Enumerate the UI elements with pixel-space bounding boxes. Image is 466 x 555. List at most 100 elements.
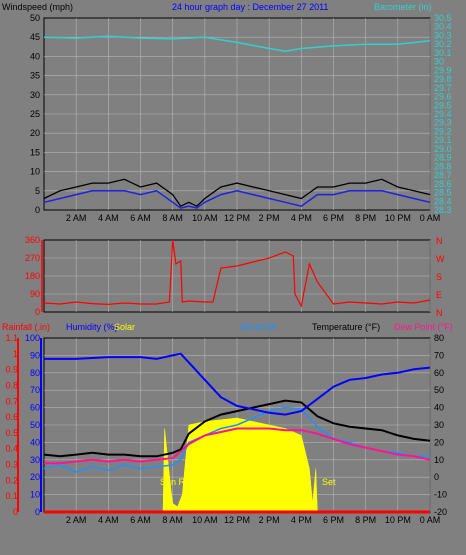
- temperature-tick-label: -20: [434, 507, 447, 517]
- compass-tick-label: N: [436, 308, 443, 318]
- hour-tick-label: 4 PM: [291, 213, 312, 223]
- barometer-tick-label: 29.9: [434, 65, 452, 75]
- windspeed-tick-label: 10: [30, 167, 40, 177]
- temperature-tick-label: 80: [434, 333, 444, 343]
- hour-tick-label: 6 PM: [323, 213, 344, 223]
- hour-tick-label: 12 PM: [224, 213, 250, 223]
- humidity-tick-label: 0: [35, 507, 40, 517]
- rainfall-tick-label: 0.3: [5, 460, 18, 470]
- rainfall-tick-label: 1: [13, 349, 18, 359]
- humidity-tick-label: 30: [30, 455, 40, 465]
- humidity-label: Humidity (%): [66, 322, 118, 332]
- humidity-tick-label: 10: [30, 490, 40, 500]
- sunrise-annotation: Sun Rise: [160, 477, 197, 487]
- hour-tick-label: 10 AM: [192, 515, 218, 525]
- barometer-tick-label: 28.4: [434, 196, 452, 206]
- barometer-tick-label: 29.7: [434, 83, 452, 93]
- temperature-tick-label: 50: [434, 385, 444, 395]
- windspeed-tick-label: 5: [35, 186, 40, 196]
- barometer-tick-label: 28.8: [434, 161, 452, 171]
- rainfall-tick-label: 0.8: [5, 380, 18, 390]
- hour-tick-label: 10 PM: [385, 213, 411, 223]
- windspeed-tick-label: 40: [30, 51, 40, 61]
- compass-tick-label: E: [436, 290, 442, 300]
- direction-tick-label: 270: [25, 253, 40, 263]
- hour-tick-label: 6 AM: [130, 213, 151, 223]
- humidity-tick-label: 90: [30, 350, 40, 360]
- hour-tick-label: 8 AM: [162, 213, 183, 223]
- barometer-tick-label: 29.1: [434, 135, 452, 145]
- humidity-line: [44, 352, 431, 416]
- compass-tick-label: N: [436, 236, 443, 246]
- windchill-label: Windchill: [240, 322, 276, 332]
- direction-tick-label: 180: [25, 271, 40, 281]
- barometer-tick-label: 30.4: [434, 22, 452, 32]
- solar-label: Solar: [114, 322, 135, 332]
- humidity-tick-label: 70: [30, 385, 40, 395]
- hour-tick-label: 8 PM: [355, 515, 376, 525]
- hour-tick-label: 2 PM: [259, 515, 280, 525]
- temperature-tick-label: 30: [434, 420, 444, 430]
- hour-tick-label: 10 AM: [192, 213, 218, 223]
- hour-tick-label: 6 AM: [130, 515, 151, 525]
- rainfall-tick-label: 0.5: [5, 428, 18, 438]
- temperature-tick-label: 10: [434, 455, 444, 465]
- humidity-tick-label: 80: [30, 368, 40, 378]
- windspeed-tick-label: 15: [30, 147, 40, 157]
- temperature-tick-label: 70: [434, 350, 444, 360]
- temperature-tick-label: 40: [434, 403, 444, 413]
- barometer-tick-label: 30.1: [434, 48, 452, 58]
- barometer-tick-label: 29.2: [434, 126, 452, 136]
- barometer-line: [43, 35, 431, 52]
- rainfall-label: Rainfall (.in): [2, 322, 50, 332]
- hour-tick-label: 4 PM: [291, 515, 312, 525]
- hour-tick-label: 10 PM: [385, 515, 411, 525]
- temperature-line: [43, 399, 431, 458]
- compass-tick-label: W: [436, 254, 445, 264]
- windspeed-tick-label: 30: [30, 90, 40, 100]
- windspeed-tick-label: 50: [30, 13, 40, 23]
- barometer-tick-label: 29.0: [434, 144, 452, 154]
- hour-tick-label: 12 PM: [224, 515, 250, 525]
- windspeed-tick-label: 0: [35, 205, 40, 215]
- graph-title: 24 hour graph day : December 27 2011: [172, 2, 328, 12]
- humidity-tick-label: 20: [30, 472, 40, 482]
- barometer-tick-label: 29.4: [434, 109, 452, 119]
- barometer-tick-label: 30.2: [434, 39, 452, 49]
- hour-tick-label: 2 PM: [259, 213, 280, 223]
- hour-tick-label: 8 AM: [162, 515, 183, 525]
- dewpoint-line: [44, 427, 431, 465]
- barometer-tick-label: 28.7: [434, 170, 452, 180]
- temperature-label: Temperature (°F): [312, 322, 380, 332]
- hour-tick-label: 6 PM: [323, 515, 344, 525]
- temperature-tick-label: -10: [434, 490, 447, 500]
- wind-avg-line: [43, 189, 431, 209]
- rainfall-tick-label: 0.1: [5, 491, 18, 501]
- humidity-tick-label: 50: [30, 420, 40, 430]
- hour-tick-label: 0 AM: [420, 515, 441, 525]
- barometer-tick-label: 29.5: [434, 100, 452, 110]
- windspeed-line: [43, 178, 431, 208]
- windspeed-label: Windspeed (mph): [2, 2, 73, 12]
- rainfall-tick-label: 0.9: [5, 365, 18, 375]
- barometer-tick-label: 29.6: [434, 92, 452, 102]
- dewpoint-label: Dew Point (°F): [394, 322, 453, 332]
- barometer-tick-label: 29.8: [434, 74, 452, 84]
- barometer-tick-label: 28.3: [434, 205, 452, 215]
- temperature-tick-label: 0: [434, 472, 439, 482]
- barometer-tick-label: 30.3: [434, 30, 452, 40]
- windspeed-tick-label: 20: [30, 128, 40, 138]
- hour-tick-label: 4 AM: [98, 515, 119, 525]
- barometer-tick-label: 28.5: [434, 188, 452, 198]
- humidity-tick-label: 60: [30, 403, 40, 413]
- wind-direction-line: [43, 239, 431, 308]
- temperature-tick-label: 20: [434, 437, 444, 447]
- barometer-tick-label: 30: [434, 57, 444, 67]
- barometer-tick-label: 29.3: [434, 118, 452, 128]
- hour-tick-label: 8 PM: [355, 213, 376, 223]
- hour-tick-label: 2 AM: [66, 213, 87, 223]
- rainfall-tick-label: 0: [13, 507, 18, 517]
- hour-tick-label: 2 AM: [66, 515, 87, 525]
- barometer-label: Barometer (in): [374, 2, 432, 12]
- solar-area: [44, 417, 430, 513]
